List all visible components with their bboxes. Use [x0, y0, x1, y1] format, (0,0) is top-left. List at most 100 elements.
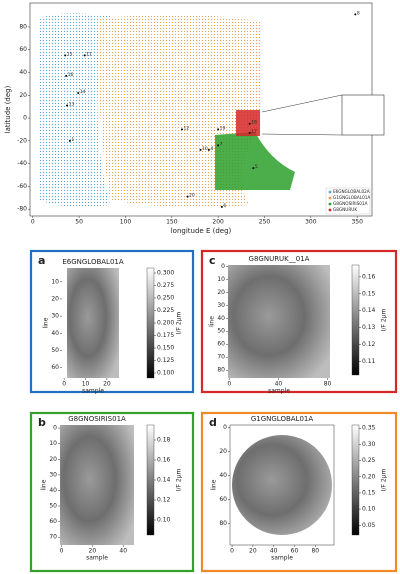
- site-label: 17: [251, 129, 257, 135]
- y-tick-label: 0: [53, 425, 57, 432]
- y-tick-label: 50: [51, 347, 59, 354]
- x-tick-label: 20: [249, 548, 257, 555]
- site-marker: [181, 128, 183, 131]
- colorbar-tick-label: 0.125: [157, 357, 174, 364]
- site-marker: [248, 122, 251, 125]
- site-label: 18: [251, 120, 257, 126]
- site-marker: [248, 131, 251, 134]
- y-tick-label: 60: [219, 496, 227, 503]
- colorbar-tick-label: 0.16: [362, 273, 376, 280]
- x-tick-label: 80: [324, 381, 332, 388]
- y-tick-label: 10: [49, 440, 57, 447]
- y-tick-label: 40: [19, 69, 27, 76]
- x-axis-label: longitude E (deg): [171, 227, 232, 235]
- y-axis-label: line: [43, 317, 50, 328]
- legend-swatch: [328, 208, 332, 212]
- panel-letter: a: [38, 254, 45, 267]
- y-tick-label: 70: [49, 534, 57, 541]
- legend-label: G8GNURUK: [333, 207, 357, 212]
- legend-label: G8GNOSIRIS01A: [333, 201, 368, 206]
- legend: [325, 187, 371, 215]
- site-label: 12: [184, 125, 190, 131]
- x-tick-label: 0: [230, 548, 234, 555]
- y-tick-label: 20: [219, 448, 227, 455]
- image: [60, 425, 134, 545]
- coverage: [215, 132, 295, 190]
- x-axis-label: sample: [82, 388, 104, 395]
- legend-swatch: [328, 202, 332, 206]
- y-tick-label: -60: [17, 183, 27, 190]
- y-tick-label: -40: [17, 160, 27, 167]
- site-marker: [186, 195, 189, 198]
- inset-line: [261, 94, 343, 113]
- colorbar: [146, 267, 155, 379]
- site-label: 14: [80, 89, 86, 95]
- y-axis-label: line: [41, 479, 48, 490]
- panel-title: E6GNGLOBAL01A: [62, 258, 124, 266]
- colorbar-tick-label: 0.150: [157, 345, 174, 352]
- legend-label: E6GNGLOBAL02A: [333, 189, 370, 194]
- colorbar-label: I/F 2μm: [176, 312, 183, 335]
- inset-line: [261, 133, 343, 136]
- colorbar-tick-label: 0.10: [157, 517, 171, 524]
- image: [232, 435, 332, 535]
- panel-letter: c: [209, 254, 216, 267]
- colorbar-label: I/F 2μm: [176, 469, 183, 492]
- site-marker: [199, 148, 202, 151]
- colorbar-tick-label: 0.225: [157, 307, 174, 314]
- site-label: 6: [223, 203, 226, 209]
- colorbar-tick-label: 0.15: [362, 290, 376, 297]
- colorbar: [351, 424, 360, 536]
- colorbar-tick-label: 0.275: [157, 282, 174, 289]
- x-tick-label: 0: [31, 219, 35, 226]
- legend-label: G1GNGLOBAL01A: [333, 195, 370, 200]
- legend-swatch: [328, 190, 332, 194]
- panel-title: G8GNURUK__01A: [249, 255, 310, 263]
- x-tick-label: 60: [291, 548, 299, 555]
- x-tick-label: 150: [166, 219, 178, 226]
- site-marker: [217, 144, 220, 147]
- y-axis-label: line: [211, 479, 218, 490]
- y-tick-label: 0: [221, 263, 225, 270]
- site-marker: [77, 91, 80, 94]
- y-tick-label: 60: [51, 364, 59, 371]
- y-tick-label: 70: [217, 354, 225, 361]
- y-tick-label: 60: [49, 518, 57, 525]
- colorbar-tick-label: 0.12: [362, 341, 376, 348]
- x-tick-label: 0: [60, 548, 64, 555]
- colorbar-tick-label: 0.35: [362, 425, 376, 432]
- x-tick-label: 40: [270, 548, 278, 555]
- y-tick-label: 20: [19, 92, 27, 99]
- site-marker: [217, 128, 220, 131]
- x-tick-label: 40: [275, 381, 283, 388]
- x-tick-label: 100: [120, 219, 132, 226]
- site-marker: [64, 54, 67, 57]
- colorbar-tick-label: 0.20: [362, 473, 376, 480]
- site-marker: [354, 13, 357, 16]
- y-tick-label: 40: [217, 315, 225, 322]
- y-tick-label: -20: [17, 137, 27, 144]
- colorbar-label: I/F 2μm: [381, 309, 388, 332]
- site-label: 4: [210, 146, 213, 152]
- x-tick-label: 0: [227, 381, 231, 388]
- inset: [341, 94, 385, 136]
- site-label: 7: [220, 141, 223, 147]
- site-marker: [252, 167, 255, 170]
- colorbar-tick-label: 0.05: [362, 522, 376, 529]
- x-axis-label: sample: [86, 555, 108, 562]
- colorbar-tick-label: 0.30: [362, 441, 376, 448]
- colorbar-tick-label: 0.100: [157, 370, 174, 377]
- y-tick-label: 50: [49, 503, 57, 510]
- site-label: 19: [220, 125, 226, 131]
- x-tick-label: 20: [103, 381, 111, 388]
- x-tick-label: 300: [305, 219, 317, 226]
- y-tick-label: 10: [51, 278, 59, 285]
- colorbar: [146, 424, 155, 536]
- x-tick-label: 20: [89, 548, 97, 555]
- colorbar-tick-label: 0.14: [362, 307, 376, 314]
- y-tick-label: 80: [219, 520, 227, 527]
- coverage: [40, 13, 110, 207]
- colorbar-tick-label: 0.18: [157, 437, 171, 444]
- y-tick-label: 20: [49, 456, 57, 463]
